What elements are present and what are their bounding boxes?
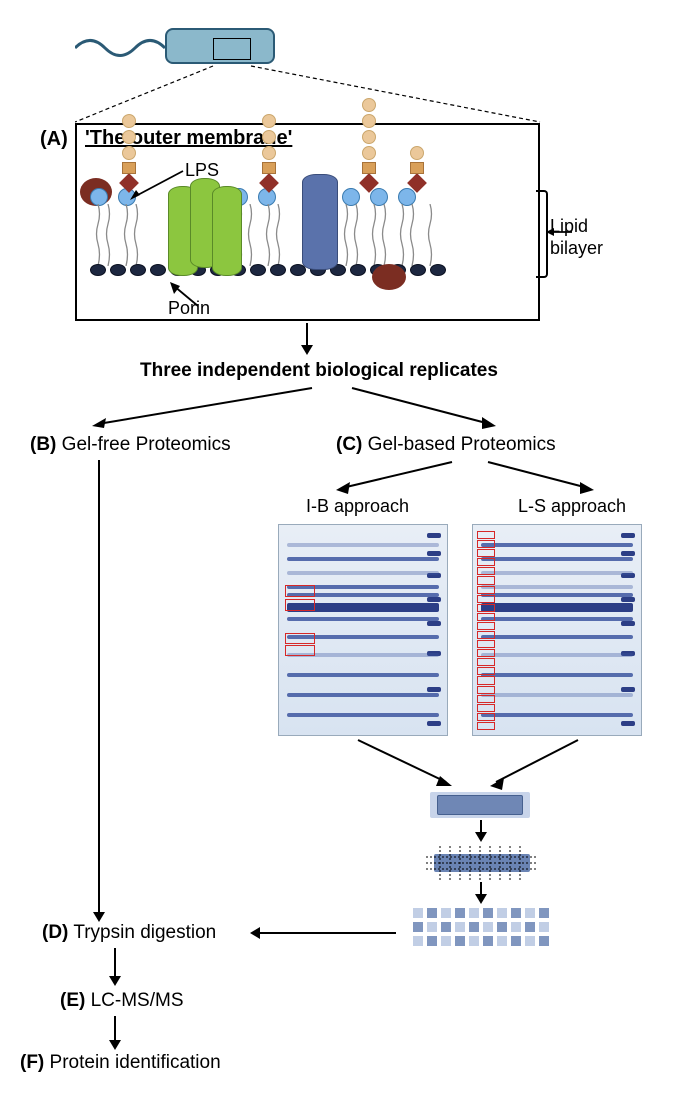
IB-label: I-B approach <box>306 496 409 517</box>
gel-IB <box>278 524 448 736</box>
branch-arrows-reps <box>90 384 570 434</box>
gel-LS <box>472 524 642 736</box>
step-A-letter: (A) <box>40 128 68 151</box>
arrow-D-to-E <box>114 948 116 984</box>
step-B-text: Gel-free Proteomics <box>62 434 231 455</box>
step-E-text: LC-MS/MS <box>91 990 184 1011</box>
step-E-letter: (E) <box>60 990 85 1011</box>
arrow-piece-to-dice <box>480 820 482 840</box>
membrane-diagram <box>90 188 530 318</box>
dicing-diagram <box>426 846 538 880</box>
arrow-B-to-D <box>98 460 100 920</box>
arrow-dice-to-frags <box>480 882 482 902</box>
gel-piece <box>437 795 523 815</box>
bacterium-cartoon <box>95 20 275 68</box>
porin-label: Porin <box>168 298 210 319</box>
arrow-E-to-F <box>114 1016 116 1048</box>
step-C-text: Gel-based Proteomics <box>368 434 556 455</box>
lps-arrow <box>128 165 188 205</box>
step-C-letter: (C) <box>336 434 362 455</box>
step-F-text: Protein identification <box>50 1052 221 1073</box>
step-D: (D) Trypsin digestion <box>42 922 216 944</box>
replicates-heading: Three independent biological replicates <box>140 360 498 382</box>
step-B-letter: (B) <box>30 434 56 455</box>
step-D-text: Trypsin digestion <box>73 922 216 943</box>
bacterium-zoom-box <box>213 38 251 60</box>
LS-label: L-S approach <box>518 496 626 517</box>
lps-label: LPS <box>185 160 219 181</box>
step-D-letter: (D) <box>42 922 68 943</box>
step-E: (E) LC-MS/MS <box>60 990 184 1012</box>
porin-blue <box>302 174 338 270</box>
arrows-gel-to-piece <box>328 738 608 794</box>
step-C: (C) Gel-based Proteomics <box>336 434 556 456</box>
arrow-frags-to-D <box>252 932 396 934</box>
step-F: (F) Protein identification <box>20 1052 221 1074</box>
step-F-letter: (F) <box>20 1052 44 1073</box>
lipid-bilayer-label: Lipid bilayer <box>550 216 603 259</box>
arrow-panel-to-reps <box>306 323 308 353</box>
peripheral-protein-right <box>372 264 406 290</box>
branch-arrows-C <box>328 460 628 496</box>
step-B: (B) Gel-free Proteomics <box>30 434 231 456</box>
gel-fragments <box>406 908 556 950</box>
zoom-guides <box>75 64 545 126</box>
